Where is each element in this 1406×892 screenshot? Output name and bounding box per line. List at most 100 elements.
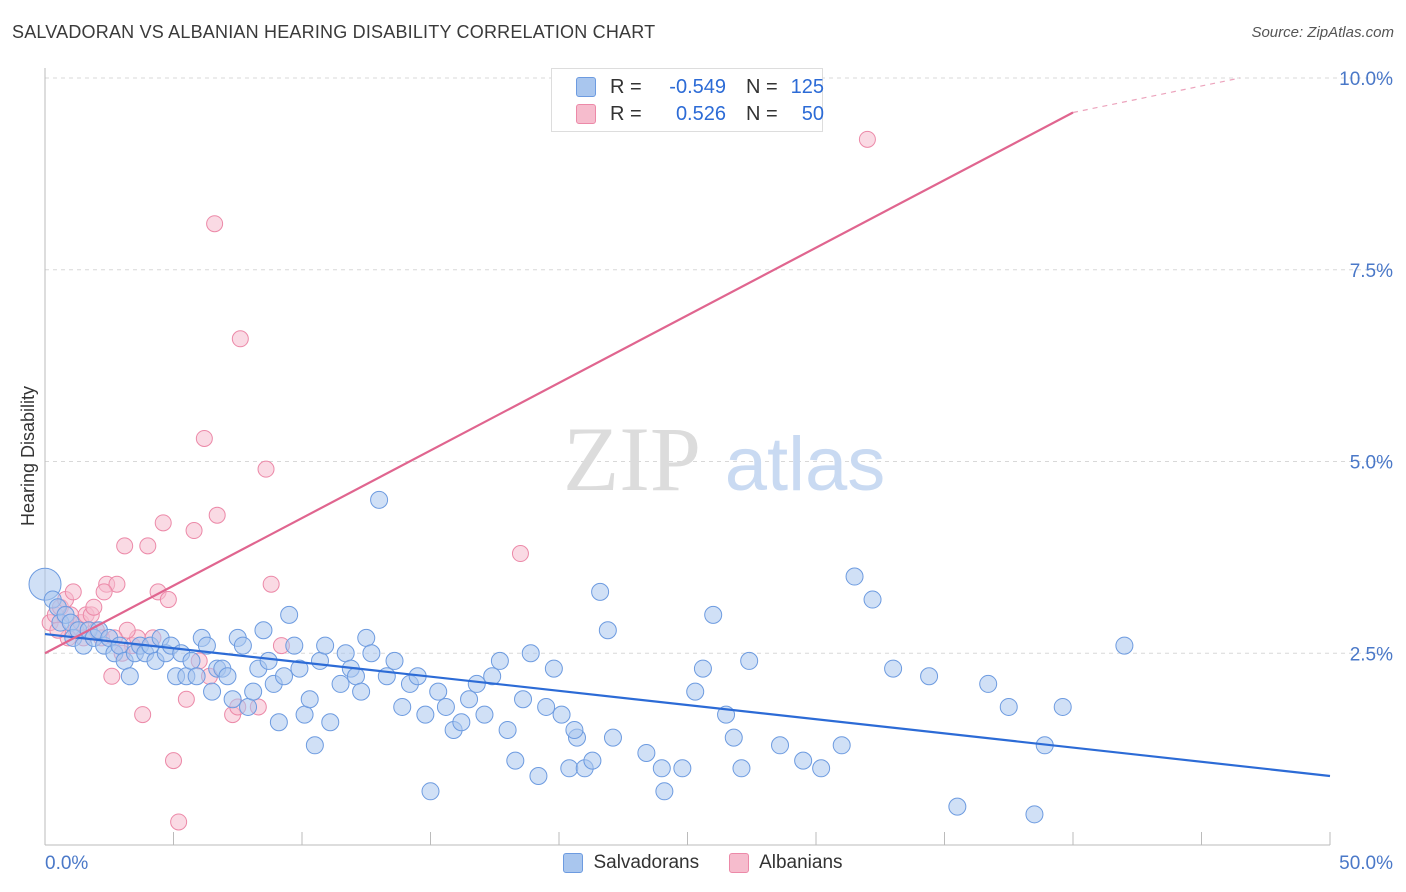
- salvadoran-point: [1025, 805, 1044, 824]
- y-tick-label: 10.0%: [1339, 69, 1393, 90]
- y-tick-label: 2.5%: [1350, 644, 1393, 665]
- salvadoran-point: [316, 636, 335, 655]
- pink-swatch: [729, 853, 750, 873]
- salvadoran-point: [300, 690, 319, 709]
- legend-item-salvadorans[interactable]: Salvadorans: [563, 852, 699, 874]
- salvadoran-point: [544, 659, 563, 678]
- salvadoran-point: [120, 667, 139, 686]
- y-axis-label: Hearing Disability: [18, 386, 38, 526]
- albanian-point: [118, 621, 136, 639]
- r-value: 0.526: [675, 102, 726, 125]
- albanian-point: [116, 537, 134, 555]
- salvadoran-point: [637, 743, 656, 762]
- salvadoran-point: [704, 605, 723, 624]
- salvadoran-point: [521, 644, 540, 663]
- salvadoran-point: [110, 636, 129, 655]
- salvadoran-point: [884, 659, 903, 678]
- salvadoran-point: [583, 751, 602, 770]
- salvadoran-point: [331, 674, 350, 693]
- albanian-point: [154, 514, 172, 532]
- salvadoran-point: [436, 697, 455, 716]
- r-label: R =: [610, 75, 642, 98]
- albanian-point: [185, 522, 203, 540]
- albanian-point: [64, 583, 82, 601]
- legend-row-salvadorans: R = -0.549 N = 125: [576, 74, 824, 100]
- salvadoran-point: [552, 705, 571, 724]
- salvadoran-point: [182, 651, 201, 670]
- salvadoran-point: [362, 644, 381, 663]
- salvadoran-point: [310, 651, 329, 670]
- salvadoran-point: [421, 782, 440, 801]
- salvadoran-point: [794, 751, 813, 770]
- tick-labels: 2.5% 5.0% 7.5% 10.0% 0.0% 50.0%: [45, 69, 1393, 874]
- salvadoran-point: [295, 705, 314, 724]
- salvadoran-point: [239, 697, 258, 716]
- albanian-point: [85, 598, 103, 616]
- n-value: 125: [790, 75, 824, 98]
- salvadoran-point: [490, 651, 509, 670]
- salvadoran-point: [591, 582, 610, 601]
- salvadoran-point: [506, 751, 525, 770]
- salvadoran-point: [254, 621, 273, 640]
- albanian-trend-line: [44, 111, 1074, 655]
- salvadoran-point: [920, 667, 939, 686]
- albanian-point: [139, 537, 157, 555]
- salvadoran-point: [565, 720, 584, 739]
- salvadoran-point: [1115, 636, 1134, 655]
- salvadoran-point: [223, 690, 242, 709]
- legend-item-albanians[interactable]: Albanians: [729, 852, 843, 874]
- salvadoran-point: [393, 697, 412, 716]
- salvadoran-point: [560, 759, 579, 778]
- chart-title: SALVADORAN VS ALBANIAN HEARING DISABILIT…: [12, 22, 656, 42]
- albanian-point: [170, 813, 188, 831]
- albanian-point: [103, 667, 121, 685]
- trend-lines: [44, 77, 1331, 778]
- salvadoran-point: [218, 667, 237, 686]
- albanian-point: [159, 591, 177, 609]
- salvadoran-point: [452, 713, 471, 732]
- salvadoran-point: [673, 759, 692, 778]
- albanian-point: [262, 575, 280, 593]
- watermark-zip: ZIP: [563, 408, 701, 510]
- salvadoran-point: [652, 759, 671, 778]
- salvadoran-point: [863, 590, 882, 609]
- salvadoran-point: [290, 659, 309, 678]
- y-tick-label: 7.5%: [1350, 261, 1393, 282]
- salvadoran-point: [483, 667, 502, 686]
- albanian-point: [208, 506, 226, 524]
- salvadoran-point: [732, 759, 751, 778]
- salvadoran-point: [385, 651, 404, 670]
- albanian-point: [195, 429, 213, 447]
- salvadoran-point: [429, 682, 448, 701]
- salvadoran-point: [475, 705, 494, 724]
- albanian-point: [511, 545, 529, 563]
- salvadoran-point: [498, 720, 517, 739]
- salvadoran-trend-line: [44, 632, 1331, 778]
- salvadoran-point: [529, 766, 548, 785]
- blue-swatch: [563, 853, 584, 873]
- salvadoran-point: [285, 636, 304, 655]
- n-label: N =: [746, 75, 778, 98]
- salvadoran-point: [771, 736, 790, 755]
- salvadoran-point: [352, 682, 371, 701]
- salvadoran-point: [336, 644, 355, 663]
- correlation-legend: R = -0.549 N = 125 R = 0.526 N = 50: [551, 68, 824, 132]
- albanian-point: [858, 130, 876, 148]
- albanian-point: [257, 460, 275, 478]
- source-label: Source: ZipAtlas.com: [1251, 24, 1394, 41]
- salvadoran-points: [28, 490, 1134, 824]
- r-label: R =: [610, 102, 642, 125]
- legend-label-albanians: Albanians: [759, 852, 843, 873]
- axes: [44, 68, 1331, 846]
- salvadoran-point: [259, 651, 278, 670]
- salvadoran-point: [999, 697, 1018, 716]
- salvadoran-point: [655, 782, 674, 801]
- n-label: N =: [746, 102, 778, 125]
- salvadoran-point: [321, 713, 340, 732]
- salvadoran-point: [979, 674, 998, 693]
- salvadoran-point: [357, 628, 376, 647]
- albanian-point: [206, 215, 224, 233]
- salvadoran-point: [724, 728, 743, 747]
- salvadoran-point: [948, 797, 967, 816]
